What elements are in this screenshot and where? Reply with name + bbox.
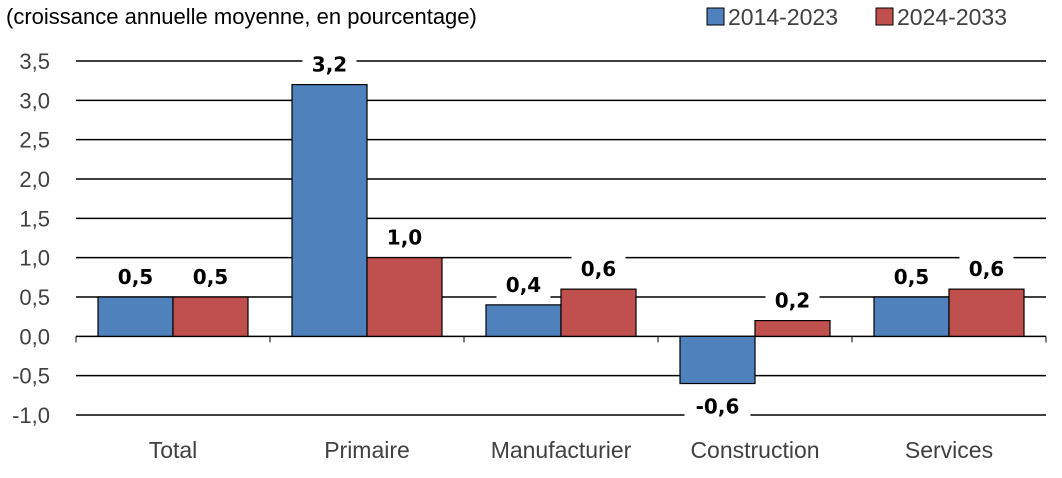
data-label-bg — [684, 393, 751, 421]
legend: 2014-2023 2024-2033 — [706, 4, 1007, 30]
chart-title: (croissance annuelle moyenne, en pourcen… — [6, 4, 477, 29]
bar-series-2 — [172, 296, 249, 337]
data-label: 0,4 — [506, 273, 541, 297]
bar-series-2 — [754, 320, 831, 337]
legend-swatch-series-2 — [875, 7, 894, 26]
bar-series-2 — [948, 288, 1025, 337]
y-tick-label: 1,0 — [19, 246, 50, 271]
y-tick-label: 1,5 — [19, 206, 50, 231]
data-label: 1,0 — [387, 226, 422, 250]
data-label-bg — [302, 51, 357, 79]
data-label: 0,5 — [193, 265, 228, 289]
bar-series-2 — [366, 257, 443, 337]
category-label: Total — [149, 437, 198, 463]
bar-series-1 — [873, 296, 950, 337]
gridlines — [75, 60, 1047, 416]
bar-series-1 — [291, 83, 368, 337]
data-label-bg — [183, 264, 238, 291]
legend-swatch-series-1 — [706, 7, 725, 26]
y-tick-label: 0,0 — [19, 324, 50, 349]
category-label: Construction — [690, 437, 819, 463]
category-label: Manufacturier — [491, 437, 632, 463]
legend-label-series-1: 2014-2023 — [728, 4, 838, 30]
bars — [97, 83, 1025, 385]
bar-series-1 — [679, 335, 756, 385]
data-label-bg — [571, 256, 626, 284]
y-tick-label: -1,0 — [12, 403, 50, 428]
data-label: 0,5 — [118, 265, 153, 289]
y-axis-ticks: 3,5 3,0 2,5 2,0 1,5 1,0 0,5 0,0 -0,5 -1,0 — [12, 49, 50, 428]
data-label-bg — [377, 224, 432, 252]
data-label-bg — [959, 256, 1014, 284]
data-label-bg — [884, 264, 939, 291]
category-labels: Total Primaire Manufacturier Construction Se… — [149, 437, 993, 463]
category-label: Services — [905, 437, 993, 463]
data-label: 0,5 — [894, 265, 929, 289]
data-label-bg — [765, 287, 820, 315]
data-label: 0,6 — [581, 257, 616, 281]
y-tick-label: 3,0 — [19, 88, 50, 113]
y-tick-label: 0,5 — [19, 285, 50, 310]
data-labels: 0,5 0,5 3,2 1,0 0,4 0,6 -0,6 0,2 0,5 0,6 — [108, 51, 1014, 421]
legend-label-series-2: 2024-2033 — [897, 4, 1007, 30]
bar-series-1 — [97, 296, 174, 337]
data-label-bg — [108, 264, 163, 291]
category-label: Primaire — [324, 437, 410, 463]
y-tick-label: -0,5 — [12, 364, 50, 389]
data-label: 0,6 — [969, 257, 1004, 281]
y-tick-label: 2,5 — [19, 128, 50, 153]
data-label: 0,2 — [775, 289, 810, 313]
data-label-bg — [496, 271, 551, 299]
bar-series-1 — [485, 304, 562, 337]
bar-series-2 — [560, 288, 637, 337]
y-tick-label: 3,5 — [19, 49, 50, 74]
y-tick-label: 2,0 — [19, 167, 50, 192]
data-label: -0,6 — [696, 395, 740, 419]
data-label: 3,2 — [312, 53, 347, 77]
